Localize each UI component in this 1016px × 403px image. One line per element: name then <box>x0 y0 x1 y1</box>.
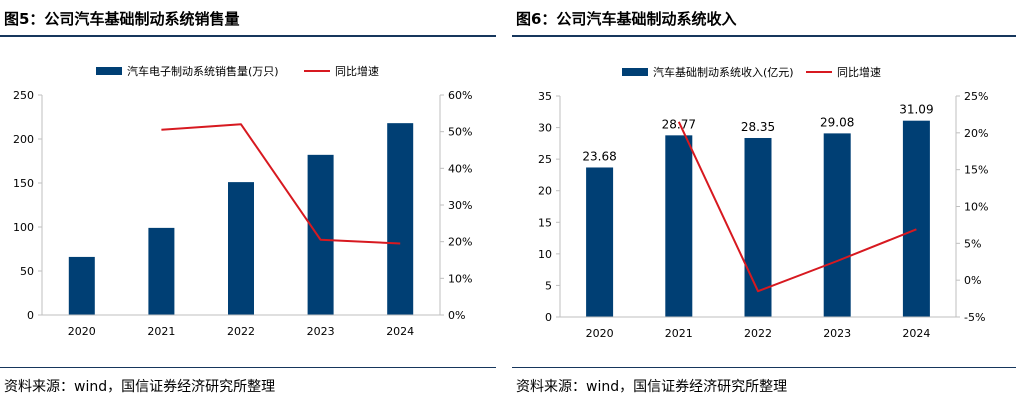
y-tick-label-right: 10% <box>964 201 988 214</box>
bar-2020 <box>586 167 614 317</box>
growth-rate-line <box>161 123 401 245</box>
figure-5-top-rule <box>0 35 496 37</box>
legend-bar-swatch <box>622 68 648 76</box>
x-tick-label: 2024 <box>386 325 414 338</box>
y-tick-label-left: 10 <box>538 248 552 261</box>
y-tick-label-left: 25 <box>538 153 552 166</box>
legend-bar-label: 汽车电子制动系统销售量(万只) <box>127 64 279 78</box>
y-tick-label-left: 30 <box>538 122 552 135</box>
figure-6-bottom-rule <box>512 367 1016 368</box>
bar-data-label-2021: 28.77 <box>662 117 696 131</box>
y-tick-label-right: 30% <box>448 199 472 212</box>
figure-5-title: 图5：公司汽车基础制动系统销售量 <box>4 10 240 28</box>
x-tick-label: 2024 <box>902 327 930 340</box>
y-tick-label-right: 20% <box>448 236 472 249</box>
bar-data-label-2020: 23.68 <box>582 149 616 163</box>
figure-6-source: 资料来源：wind，国信证券经济研究所整理 <box>516 379 788 395</box>
bar-data-label-2024: 31.09 <box>899 103 933 117</box>
figure-5-source: 资料来源：wind，国信证券经济研究所整理 <box>4 379 276 395</box>
figure-6-title: 图6：公司汽车基础制动系统收入 <box>516 10 737 28</box>
y-tick-label-right: 25% <box>964 90 988 103</box>
figure-6-chart: 汽车基础制动系统收入(亿元) 同比增速 0 5 10 15 20 25 30 35 -5% 0% 5% 1… <box>538 65 988 340</box>
bar-2021 <box>665 135 693 317</box>
y-tick-label-right: 20% <box>964 127 988 140</box>
y-tick-label-right: 50% <box>448 126 472 139</box>
y-tick-label-left: 5 <box>545 279 552 292</box>
y-tick-label-left: 50 <box>20 265 34 278</box>
y-tick-label-left: 20 <box>538 185 552 198</box>
bar-2022 <box>228 182 254 315</box>
bar-data-label-2023: 29.08 <box>820 115 854 129</box>
y-tick-label-right: 5% <box>964 237 981 250</box>
figure-6-panel: 图6：公司汽车基础制动系统收入 汽车基础制动系统收入(亿元) 同比增速 0 5 10 15… <box>512 0 1016 403</box>
legend-bar-label: 汽车基础制动系统收入(亿元) <box>653 65 794 79</box>
y-tick-label-left: 150 <box>13 177 34 190</box>
legend-line-label: 同比增速 <box>837 65 881 79</box>
y-tick-label-left: 200 <box>13 133 34 146</box>
growth-rate-line <box>677 121 917 293</box>
figure-5-panel: 图5：公司汽车基础制动系统销售量 汽车电子制动系统销售量(万只) 同比增速 0 50 1… <box>0 0 496 403</box>
x-tick-label: 2020 <box>68 325 96 338</box>
figure-6-top-rule <box>512 35 1016 37</box>
bar-2023 <box>823 133 851 317</box>
y-tick-label-right: -5% <box>964 311 985 324</box>
x-tick-label: 2022 <box>227 325 255 338</box>
x-tick-label: 2022 <box>744 327 772 340</box>
y-tick-label-right: 15% <box>964 164 988 177</box>
x-tick-label: 2023 <box>307 325 335 338</box>
y-tick-label-right: 40% <box>448 162 472 175</box>
bar-2024 <box>902 120 930 317</box>
y-tick-label-left: 250 <box>13 89 34 102</box>
bar-2020 <box>68 256 95 315</box>
x-tick-label: 2021 <box>147 325 175 338</box>
legend-line-label: 同比增速 <box>335 64 379 78</box>
bar-2021 <box>148 227 175 315</box>
x-tick-label: 2023 <box>823 327 851 340</box>
figure-5-bottom-rule <box>0 367 496 368</box>
bar-2024 <box>387 123 414 315</box>
y-tick-label-left: 0 <box>27 309 34 322</box>
x-tick-label: 2021 <box>665 327 693 340</box>
x-tick-label: 2020 <box>586 327 614 340</box>
y-tick-label-right: 0% <box>964 274 981 287</box>
y-tick-label-right: 10% <box>448 272 472 285</box>
legend-bar-swatch <box>96 67 122 75</box>
y-tick-label-left: 100 <box>13 221 34 234</box>
y-tick-label-right: 60% <box>448 89 472 102</box>
bar-data-label-2022: 28.35 <box>741 120 775 134</box>
figure-5-chart: 汽车电子制动系统销售量(万只) 同比增速 0 50 100 150 200 250 0% 10% 2… <box>13 64 472 338</box>
y-tick-label-right: 0% <box>448 309 465 322</box>
bar-2023 <box>307 154 334 315</box>
y-tick-label-left: 0 <box>545 311 552 324</box>
y-tick-label-left: 35 <box>538 90 552 103</box>
y-tick-label-left: 15 <box>538 216 552 229</box>
